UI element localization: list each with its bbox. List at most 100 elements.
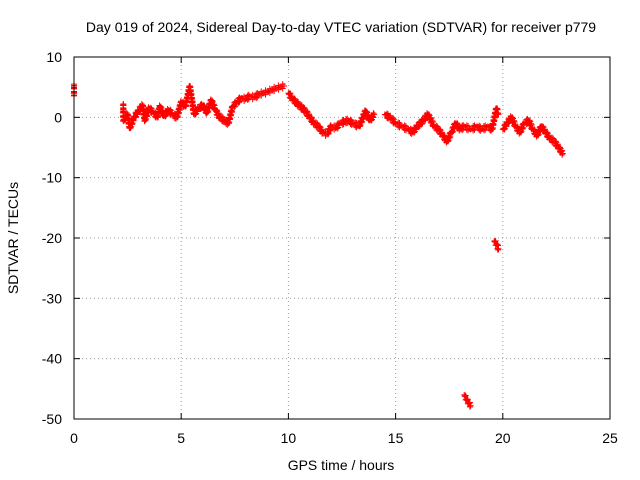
data-point [268,87,275,94]
data-point [494,241,501,248]
data-point [514,123,521,130]
data-point [370,110,377,117]
data-point [539,123,546,130]
data-point [232,103,239,110]
data-point [462,392,469,399]
data-point [236,98,243,105]
data-point [384,110,391,117]
data-point [209,97,216,104]
data-point [425,111,432,118]
data-point [328,123,335,130]
data-point [200,102,207,109]
data-point [559,147,566,154]
data-point [401,122,408,129]
data-point [319,129,326,136]
data-point [511,117,518,124]
data-point [559,150,566,157]
data-point [288,93,295,100]
chart-title: Day 019 of 2024, Sidereal Day-to-day VTE… [86,19,596,35]
data-point [335,124,342,131]
data-point [352,119,359,126]
data-point [215,110,222,117]
data-point [466,399,473,406]
data-point [318,126,325,133]
data-point [495,111,502,118]
data-point [544,129,551,136]
data-point [294,98,301,105]
plot-frame [73,56,611,420]
data-point [509,114,516,121]
data-point [157,103,164,110]
data-point [308,114,315,121]
data-point [387,112,394,119]
data-point [286,90,293,97]
x-tick-label: 15 [388,430,404,446]
x-axis-title: GPS time / hours [288,457,395,473]
data-point [461,391,468,398]
data-point [147,104,154,111]
data-point [300,104,307,111]
y-tick-label: 10 [46,49,62,65]
x-tick-label: 5 [177,430,185,446]
data-point [427,114,434,121]
y-tick-label: 0 [54,109,62,125]
data-point [554,141,561,148]
data-point [439,129,446,136]
data-point [541,126,548,133]
data-point [313,119,320,126]
data-point [347,116,354,123]
data-point [390,115,397,122]
data-point [520,124,527,131]
data-marks [71,81,566,410]
data-point [395,119,402,126]
data-point [310,117,317,124]
data-point [454,120,461,127]
data-point [291,95,298,102]
data-point [436,126,443,133]
tick-labels: 0 5 10 15 20 25 -50 -40 -30 -20 -10 0 10 [42,49,618,446]
x-tick-label: 25 [602,430,618,446]
data-point [495,245,502,252]
data-point [494,246,501,253]
data-point [556,144,563,151]
data-point [316,123,323,130]
data-point [526,117,533,124]
data-point [464,396,471,403]
data-point [371,111,378,118]
x-tick-label: 0 [70,430,78,446]
data-point [306,111,313,118]
y-tick-label: -20 [42,230,62,246]
data-point [467,402,474,409]
y-tick-label: -40 [42,351,62,367]
data-point [167,106,174,113]
data-point [546,132,553,139]
y-axis-title: SDTVAR / TECUs [5,182,21,294]
data-point [447,133,454,140]
data-point [492,237,499,244]
data-point [549,134,556,141]
data-point [303,108,310,115]
data-point [218,113,225,120]
data-point [552,138,559,145]
data-point [407,125,414,132]
x-tick-label: 10 [281,430,297,446]
data-point [433,122,440,129]
data-point [528,120,535,127]
data-point [531,126,538,133]
y-tick-label: -50 [42,411,62,427]
x-tick-label: 20 [495,430,511,446]
data-point [429,117,436,124]
data-point [297,101,304,108]
data-point [213,106,220,113]
data-point [159,107,166,114]
data-point [281,82,288,89]
data-point [210,101,217,108]
data-point [461,393,468,400]
y-tick-label: -30 [42,290,62,306]
data-point [441,132,448,139]
data-point [363,108,370,115]
data-point [254,94,261,101]
data-point [263,88,270,95]
data-point [463,122,470,129]
